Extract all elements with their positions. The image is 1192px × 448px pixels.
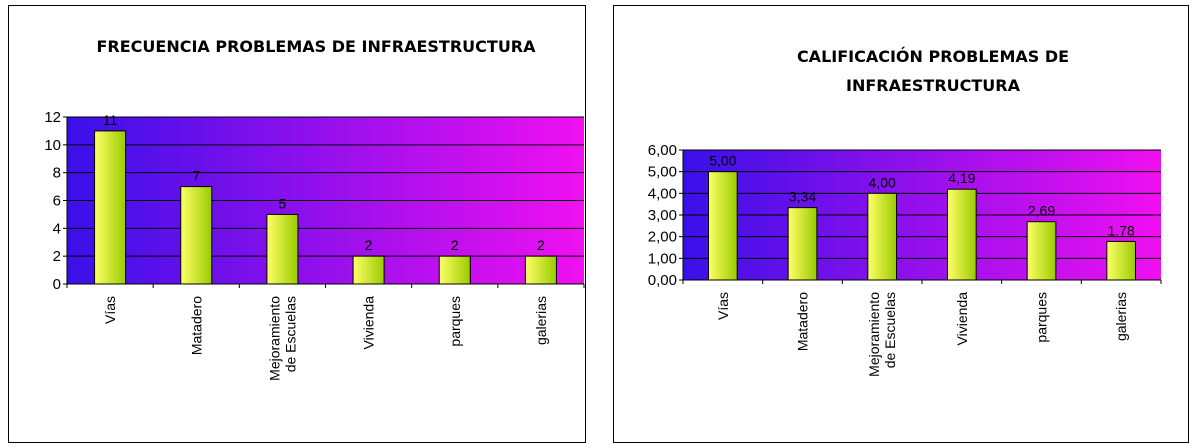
category-label-line: Vivienda — [361, 296, 377, 350]
category-label: Matadero — [795, 292, 811, 351]
category-label-line: galerias — [533, 296, 549, 345]
y-tick-label: 6,00 — [648, 142, 677, 159]
bar — [266, 213, 299, 285]
category-label-line: Mejoramiento — [866, 292, 882, 377]
data-label: 2 — [451, 237, 459, 253]
y-tick-label: 5,00 — [648, 164, 677, 181]
chart-panel-calificacion: CALIFICACIÓN PROBLEMAS DE INFRAESTRUCTURA… — [613, 5, 1189, 443]
category-label: parques — [447, 296, 463, 347]
category-label-line: parques — [1034, 292, 1050, 343]
category-label: parques — [1034, 292, 1050, 343]
bar — [352, 255, 385, 285]
data-label: 5 — [279, 195, 287, 211]
data-label: 2 — [537, 237, 545, 253]
data-label: 7 — [192, 168, 200, 184]
category-label: Mejoramiento de Escuelas — [866, 292, 898, 377]
y-tick-label: 2 — [53, 248, 61, 265]
category-label: Vivienda — [361, 296, 377, 350]
y-tick-label: 3,00 — [648, 207, 677, 224]
chart-title: CALIFICACIÓN PROBLEMAS DE — [797, 47, 1069, 66]
y-tick-label: 12 — [44, 109, 61, 126]
category-label-line: parques — [447, 296, 463, 347]
category-label: Vivienda — [954, 292, 970, 346]
data-label: 5,00 — [709, 153, 736, 169]
category-label-line: Matadero — [795, 292, 811, 351]
category-label-line: Vías — [102, 296, 118, 324]
data-label: 2,69 — [1028, 203, 1055, 219]
category-label: Matadero — [188, 296, 204, 355]
category-label: Mejoramiento de Escuelas — [266, 296, 298, 381]
bar — [787, 207, 818, 281]
category-label-line: Vivienda — [954, 292, 970, 346]
bar — [1106, 240, 1137, 281]
category-label: Vías — [102, 296, 118, 324]
category-label: Vías — [715, 292, 731, 320]
category-label-line: galerias — [1113, 292, 1129, 341]
bar — [867, 192, 898, 281]
bar — [946, 188, 977, 281]
data-label: 4,19 — [948, 170, 975, 186]
bar — [1026, 221, 1057, 281]
data-label: 11 — [103, 112, 118, 128]
bar — [707, 171, 738, 281]
bar-chart-calificacion: CALIFICACIÓN PROBLEMAS DE INFRAESTRUCTURA… — [648, 47, 1162, 377]
data-label: 3,34 — [789, 189, 816, 205]
bar — [438, 255, 471, 285]
category-label-line: Matadero — [188, 296, 204, 355]
bar-chart-frecuencia: FRECUENCIA PROBLEMAS DE INFRAESTRUCTURA 0… — [44, 37, 585, 381]
y-tick-label: 10 — [44, 137, 61, 154]
chart-title: FRECUENCIA PROBLEMAS DE INFRAESTRUCTURA — [96, 37, 536, 56]
y-tick-label: 8 — [53, 165, 61, 182]
y-tick-label: 4 — [53, 220, 61, 237]
bar — [180, 186, 213, 285]
y-tick-label: 0,00 — [648, 272, 677, 289]
chart-panel-frecuencia: FRECUENCIA PROBLEMAS DE INFRAESTRUCTURA 0… — [8, 5, 586, 443]
data-label: 1,78 — [1108, 222, 1135, 238]
category-label-line: Vías — [715, 292, 731, 320]
y-tick-label: 0 — [53, 276, 61, 293]
y-tick-label: 6 — [53, 193, 61, 210]
y-tick-label: 4,00 — [648, 185, 677, 202]
y-tick-label: 2,00 — [648, 229, 677, 246]
category-label-line: de Escuelas — [282, 296, 298, 372]
y-tick-label: 1,00 — [648, 250, 677, 267]
chart-title: INFRAESTRUCTURA — [846, 76, 1021, 95]
category-label-line: Mejoramiento — [266, 296, 282, 381]
category-label: galerias — [1113, 292, 1129, 341]
data-label: 4,00 — [869, 174, 896, 190]
bar — [524, 255, 557, 285]
category-label-line: de Escuelas — [882, 292, 898, 368]
data-label: 2 — [365, 237, 373, 253]
bar — [94, 130, 127, 285]
category-label: galerias — [533, 296, 549, 345]
